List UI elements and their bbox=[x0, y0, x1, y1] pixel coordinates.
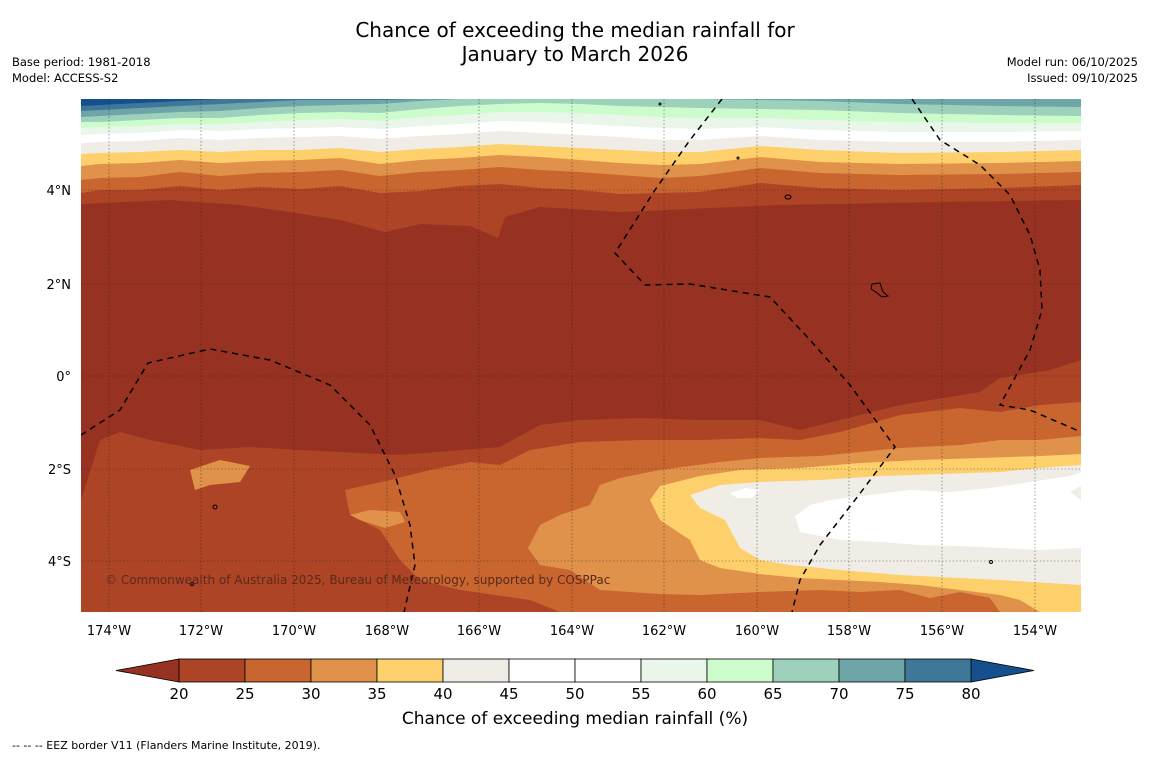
colorbar-segment bbox=[838, 658, 906, 683]
colorbar-tick-label: 30 bbox=[301, 685, 320, 700]
map-title: Chance of exceeding the median rainfall … bbox=[0, 18, 1150, 66]
colorbar-segment bbox=[442, 658, 510, 683]
colorbar-tick-label: 40 bbox=[433, 685, 452, 700]
band-south-45-55 bbox=[795, 472, 1081, 550]
lon-tick-label: 166°W bbox=[457, 624, 501, 639]
eez-border-east bbox=[614, 99, 896, 612]
lon-tick-label: 158°W bbox=[827, 624, 871, 639]
island bbox=[190, 582, 194, 586]
lat-tick-label: 2°S bbox=[48, 463, 71, 478]
colorbar-segment bbox=[640, 658, 708, 683]
lon-tick-label: 156°W bbox=[920, 624, 964, 639]
eez-footnote: -- -- -- EEZ border V11 (Flanders Marine… bbox=[12, 739, 321, 752]
colorbar-segment bbox=[574, 658, 642, 683]
lon-tick-label: 160°W bbox=[735, 624, 779, 639]
lat-tick-label: 0° bbox=[56, 370, 71, 385]
lat-tick-label: 4°S bbox=[48, 555, 71, 570]
band-south-30-35-b bbox=[190, 460, 250, 490]
colorbar-segment bbox=[376, 658, 444, 683]
colorbar-tick-label: 55 bbox=[631, 685, 650, 700]
colorbar-tick-label: 20 bbox=[169, 685, 188, 700]
band-north-75-80 bbox=[81, 99, 420, 111]
meta-left: Base period: 1981-2018 Model: ACCESS-S2 bbox=[12, 54, 151, 86]
lat-tick-label: 4°N bbox=[47, 184, 72, 199]
map-figure: © Commonwealth of Australia 2025, Bureau… bbox=[47, 99, 1081, 700]
title-line-1: Chance of exceeding the median rainfall … bbox=[355, 18, 795, 42]
colorbar-tick-label: 50 bbox=[565, 685, 584, 700]
colorbar-segment bbox=[706, 658, 774, 683]
lon-tick-label: 154°W bbox=[1013, 624, 1057, 639]
colorbar-segment bbox=[178, 658, 246, 683]
islands bbox=[190, 102, 993, 586]
colorbar-segment bbox=[904, 658, 972, 683]
colorbar-under-arrow bbox=[115, 658, 180, 683]
island bbox=[989, 560, 993, 564]
lon-tick-label: 172°W bbox=[179, 624, 223, 639]
graticule bbox=[81, 99, 1081, 612]
colorbar-segment bbox=[772, 658, 840, 683]
colorbar-tick-label: 35 bbox=[367, 685, 386, 700]
band-north-over80 bbox=[81, 99, 260, 106]
band-south-40-45-inner bbox=[1070, 486, 1081, 500]
island bbox=[784, 194, 792, 200]
colorbar-over-arrow bbox=[970, 658, 1035, 683]
lat-tick-label: 2°N bbox=[47, 278, 72, 293]
island bbox=[870, 282, 890, 298]
eez-borders bbox=[81, 99, 1081, 612]
lon-tick-label: 162°W bbox=[642, 624, 686, 639]
colorbar-tick-label: 60 bbox=[697, 685, 716, 700]
issued-text: Issued: 09/10/2025 bbox=[1027, 71, 1138, 85]
colorbar: 20 25 30 35 40 45 50 55 60 65 70 75 80 bbox=[115, 658, 1035, 700]
lon-tick-label: 170°W bbox=[272, 624, 316, 639]
eez-border-far-east bbox=[911, 99, 1081, 433]
colorbar-tick-label: 80 bbox=[961, 685, 980, 700]
band-south-30-35-c bbox=[350, 510, 405, 528]
colorbar-tick-label: 25 bbox=[235, 685, 254, 700]
colorbar-tick-label: 70 bbox=[829, 685, 848, 700]
model-text: Model: ACCESS-S2 bbox=[12, 71, 119, 85]
colorbar-segment bbox=[244, 658, 312, 683]
map-panel[interactable]: © Commonwealth of Australia 2025, Bureau… bbox=[81, 99, 1081, 612]
copyright-text: © Commonwealth of Australia 2025, Bureau… bbox=[105, 573, 610, 587]
colorbar-title: Chance of exceeding median rainfall (%) bbox=[401, 709, 749, 729]
island bbox=[212, 504, 218, 510]
lon-tick-label: 168°W bbox=[365, 624, 409, 639]
eez-border-west bbox=[81, 348, 416, 612]
colorbar-tick-label: 65 bbox=[763, 685, 782, 700]
colorbar-tick-label: 45 bbox=[499, 685, 518, 700]
lon-tick-label: 164°W bbox=[550, 624, 594, 639]
colorbar-tick-label: 75 bbox=[895, 685, 914, 700]
lon-tick-label: 174°W bbox=[87, 624, 131, 639]
colorbar-segment bbox=[310, 658, 378, 683]
band-south-white-blob bbox=[730, 488, 760, 498]
band-north-70-75 bbox=[81, 99, 1081, 117]
meta-right: Model run: 06/10/2025 Issued: 09/10/2025 bbox=[1007, 54, 1138, 86]
model-run-text: Model run: 06/10/2025 bbox=[1006, 55, 1138, 69]
colorbar-segment bbox=[508, 658, 576, 683]
title-line-2: January to March 2026 bbox=[461, 42, 689, 66]
base-period-text: Base period: 1981-2018 bbox=[12, 55, 151, 69]
island bbox=[658, 102, 662, 106]
island bbox=[736, 156, 740, 160]
